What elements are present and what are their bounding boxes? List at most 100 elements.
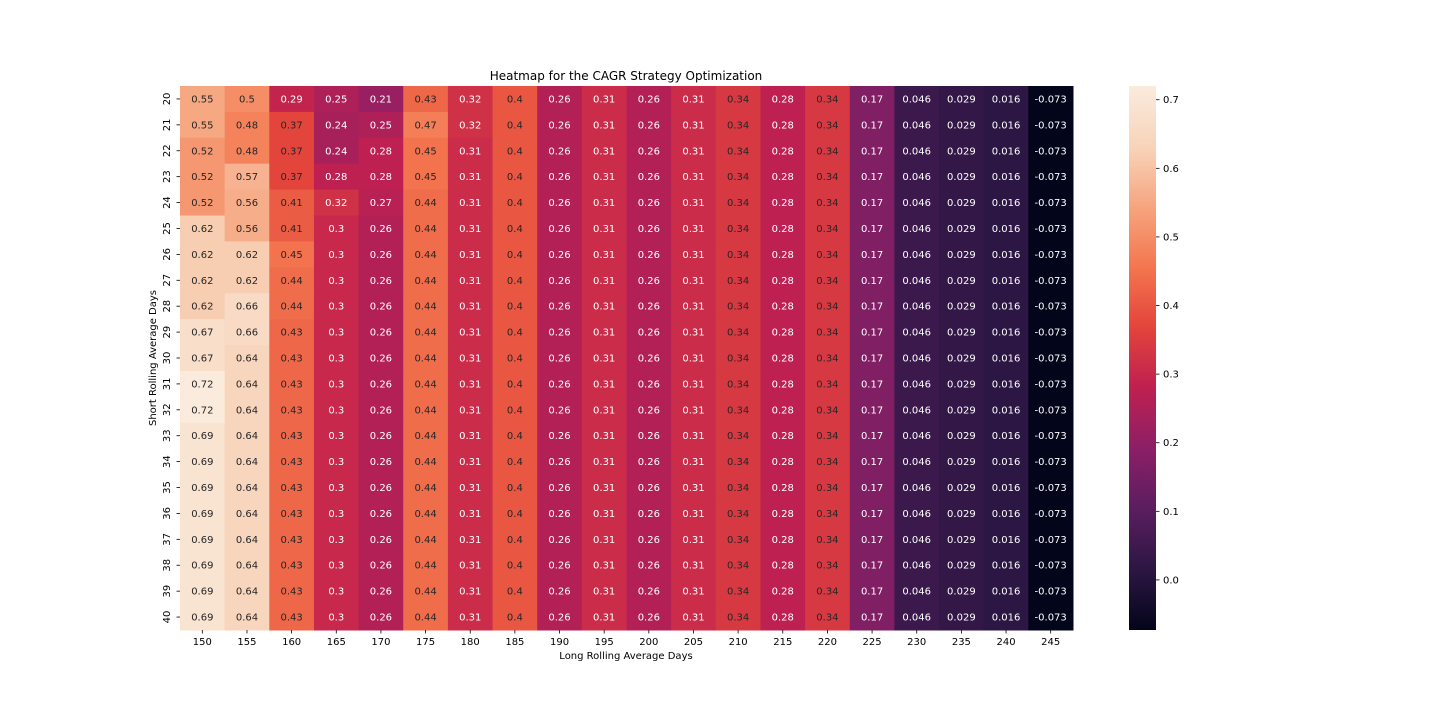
- y-axis-label: Short Rolling Average Days: [148, 290, 159, 426]
- cell-value-label: 0.26: [370, 354, 392, 365]
- cell-value-label: 0.016: [992, 457, 1021, 468]
- heatmap-cell: [180, 267, 226, 294]
- cell-value-label: 0.26: [638, 276, 660, 287]
- cell-value-label: 0.4: [507, 613, 523, 624]
- heatmap-cell: [537, 189, 583, 217]
- heatmap-cell: [1028, 137, 1074, 165]
- heatmap-cell: [760, 163, 806, 191]
- heatmap-cell: [849, 137, 895, 165]
- cell-value-label: 0.3: [328, 276, 344, 287]
- cell-value-label: 0.64: [236, 379, 258, 390]
- cell-value-label: 0.31: [593, 224, 615, 235]
- heatmap-cell: [224, 345, 270, 372]
- cell-value-label: 0.26: [548, 198, 570, 209]
- cell-value-label: 0.34: [727, 405, 749, 416]
- cell-value-label: 0.31: [593, 457, 615, 468]
- heatmap-cell: [403, 319, 449, 346]
- heatmap-cell: [492, 474, 538, 501]
- cell-value-label: 0.046: [902, 198, 931, 209]
- heatmap-cell: [403, 500, 449, 527]
- heatmap-cell: [537, 267, 583, 294]
- cell-value-label: 0.26: [370, 509, 392, 520]
- heatmap-cell: [537, 552, 583, 579]
- cell-value-label: 0.26: [548, 561, 570, 572]
- heatmap-cell: [313, 293, 360, 320]
- heatmap-cell: [805, 578, 851, 605]
- cell-value-label: 0.046: [902, 405, 931, 416]
- cell-value-label: 0.3: [328, 587, 344, 598]
- cell-value-label: 0.31: [459, 328, 481, 339]
- heatmap-cell: [939, 267, 985, 294]
- y-tick-label: 37: [162, 533, 173, 546]
- cell-value-label: 0.31: [593, 587, 615, 598]
- heatmap-cell: [313, 526, 360, 553]
- cell-value-label: 0.31: [593, 613, 615, 624]
- cell-value-label: 0.32: [325, 198, 347, 209]
- cell-value-label: 0.28: [772, 302, 794, 313]
- cell-value-label: 0.26: [638, 587, 660, 598]
- cell-value-label: 0.28: [772, 483, 794, 494]
- cell-value-label: 0.3: [328, 561, 344, 572]
- heatmap-cell: [894, 526, 940, 553]
- cell-value-label: 0.17: [861, 328, 883, 339]
- cell-value-label: 0.43: [280, 561, 302, 572]
- cell-value-label: 0.046: [902, 302, 931, 313]
- cell-value-label: 0.31: [593, 354, 615, 365]
- heatmap-cell: [1028, 448, 1074, 476]
- heatmap-cell: [358, 86, 404, 113]
- cell-value-label: 0.26: [548, 120, 570, 131]
- cell-value-label: 0.67: [191, 328, 213, 339]
- heatmap-cell: [224, 189, 270, 217]
- heatmap-cell: [581, 189, 627, 217]
- heatmap-cell: [180, 604, 226, 631]
- cell-value-label: 0.4: [507, 535, 523, 546]
- heatmap-cell: [626, 345, 672, 372]
- cell-value-label: 0.4: [507, 483, 523, 494]
- cell-value-label: 0.31: [682, 457, 704, 468]
- y-tick-label: 26: [162, 248, 173, 261]
- heatmap-cell: [1028, 267, 1074, 294]
- cell-value-label: 0.44: [280, 276, 302, 287]
- heatmap-cell: [671, 319, 717, 346]
- colorbar-tick-label: 0.0: [1163, 575, 1179, 586]
- heatmap-cell: [715, 526, 761, 553]
- y-tick-label: 34: [162, 455, 173, 468]
- cell-value-label: 0.34: [727, 613, 749, 624]
- heatmap-cell: [805, 604, 851, 631]
- heatmap-cell: [849, 215, 895, 242]
- cell-value-label: 0.24: [325, 120, 347, 131]
- cell-value-label: 0.016: [992, 302, 1021, 313]
- cell-value-label: 0.3: [328, 535, 344, 546]
- cell-value-label: 0.26: [370, 224, 392, 235]
- cell-value-label: 0.4: [507, 276, 523, 287]
- cell-value-label: 0.69: [191, 483, 213, 494]
- heatmap-cell: [581, 526, 627, 553]
- heatmap-cell: [224, 111, 270, 139]
- cell-value-label: 0.17: [861, 379, 883, 390]
- cell-value-label: 0.28: [772, 561, 794, 572]
- cell-value-label: 0.17: [861, 405, 883, 416]
- heatmap-cell: [849, 319, 895, 346]
- heatmap-cell: [983, 448, 1029, 476]
- cell-value-label: 0.34: [727, 172, 749, 183]
- cell-value-label: -0.073: [1035, 224, 1067, 235]
- y-tick-label: 22: [162, 144, 173, 157]
- heatmap-cell: [358, 370, 404, 398]
- cell-value-label: -0.073: [1035, 250, 1067, 261]
- heatmap-cell: [537, 370, 583, 398]
- cell-value-label: 0.31: [459, 224, 481, 235]
- cell-value-label: 0.26: [370, 328, 392, 339]
- heatmap-cell: [805, 111, 851, 139]
- cell-value-label: 0.26: [638, 250, 660, 261]
- heatmap-cell: [939, 137, 985, 165]
- cell-value-label: 0.55: [191, 94, 213, 105]
- heatmap-cell: [894, 448, 940, 476]
- heatmap-cell: [939, 500, 985, 527]
- heatmap-cell: [983, 293, 1029, 320]
- cell-value-label: 0.43: [280, 535, 302, 546]
- x-tick-label: 245: [1041, 637, 1060, 648]
- heatmap-cell: [939, 215, 985, 242]
- heatmap-cell: [224, 500, 270, 527]
- heatmap-cell: [492, 267, 538, 294]
- cell-value-label: 0.31: [459, 302, 481, 313]
